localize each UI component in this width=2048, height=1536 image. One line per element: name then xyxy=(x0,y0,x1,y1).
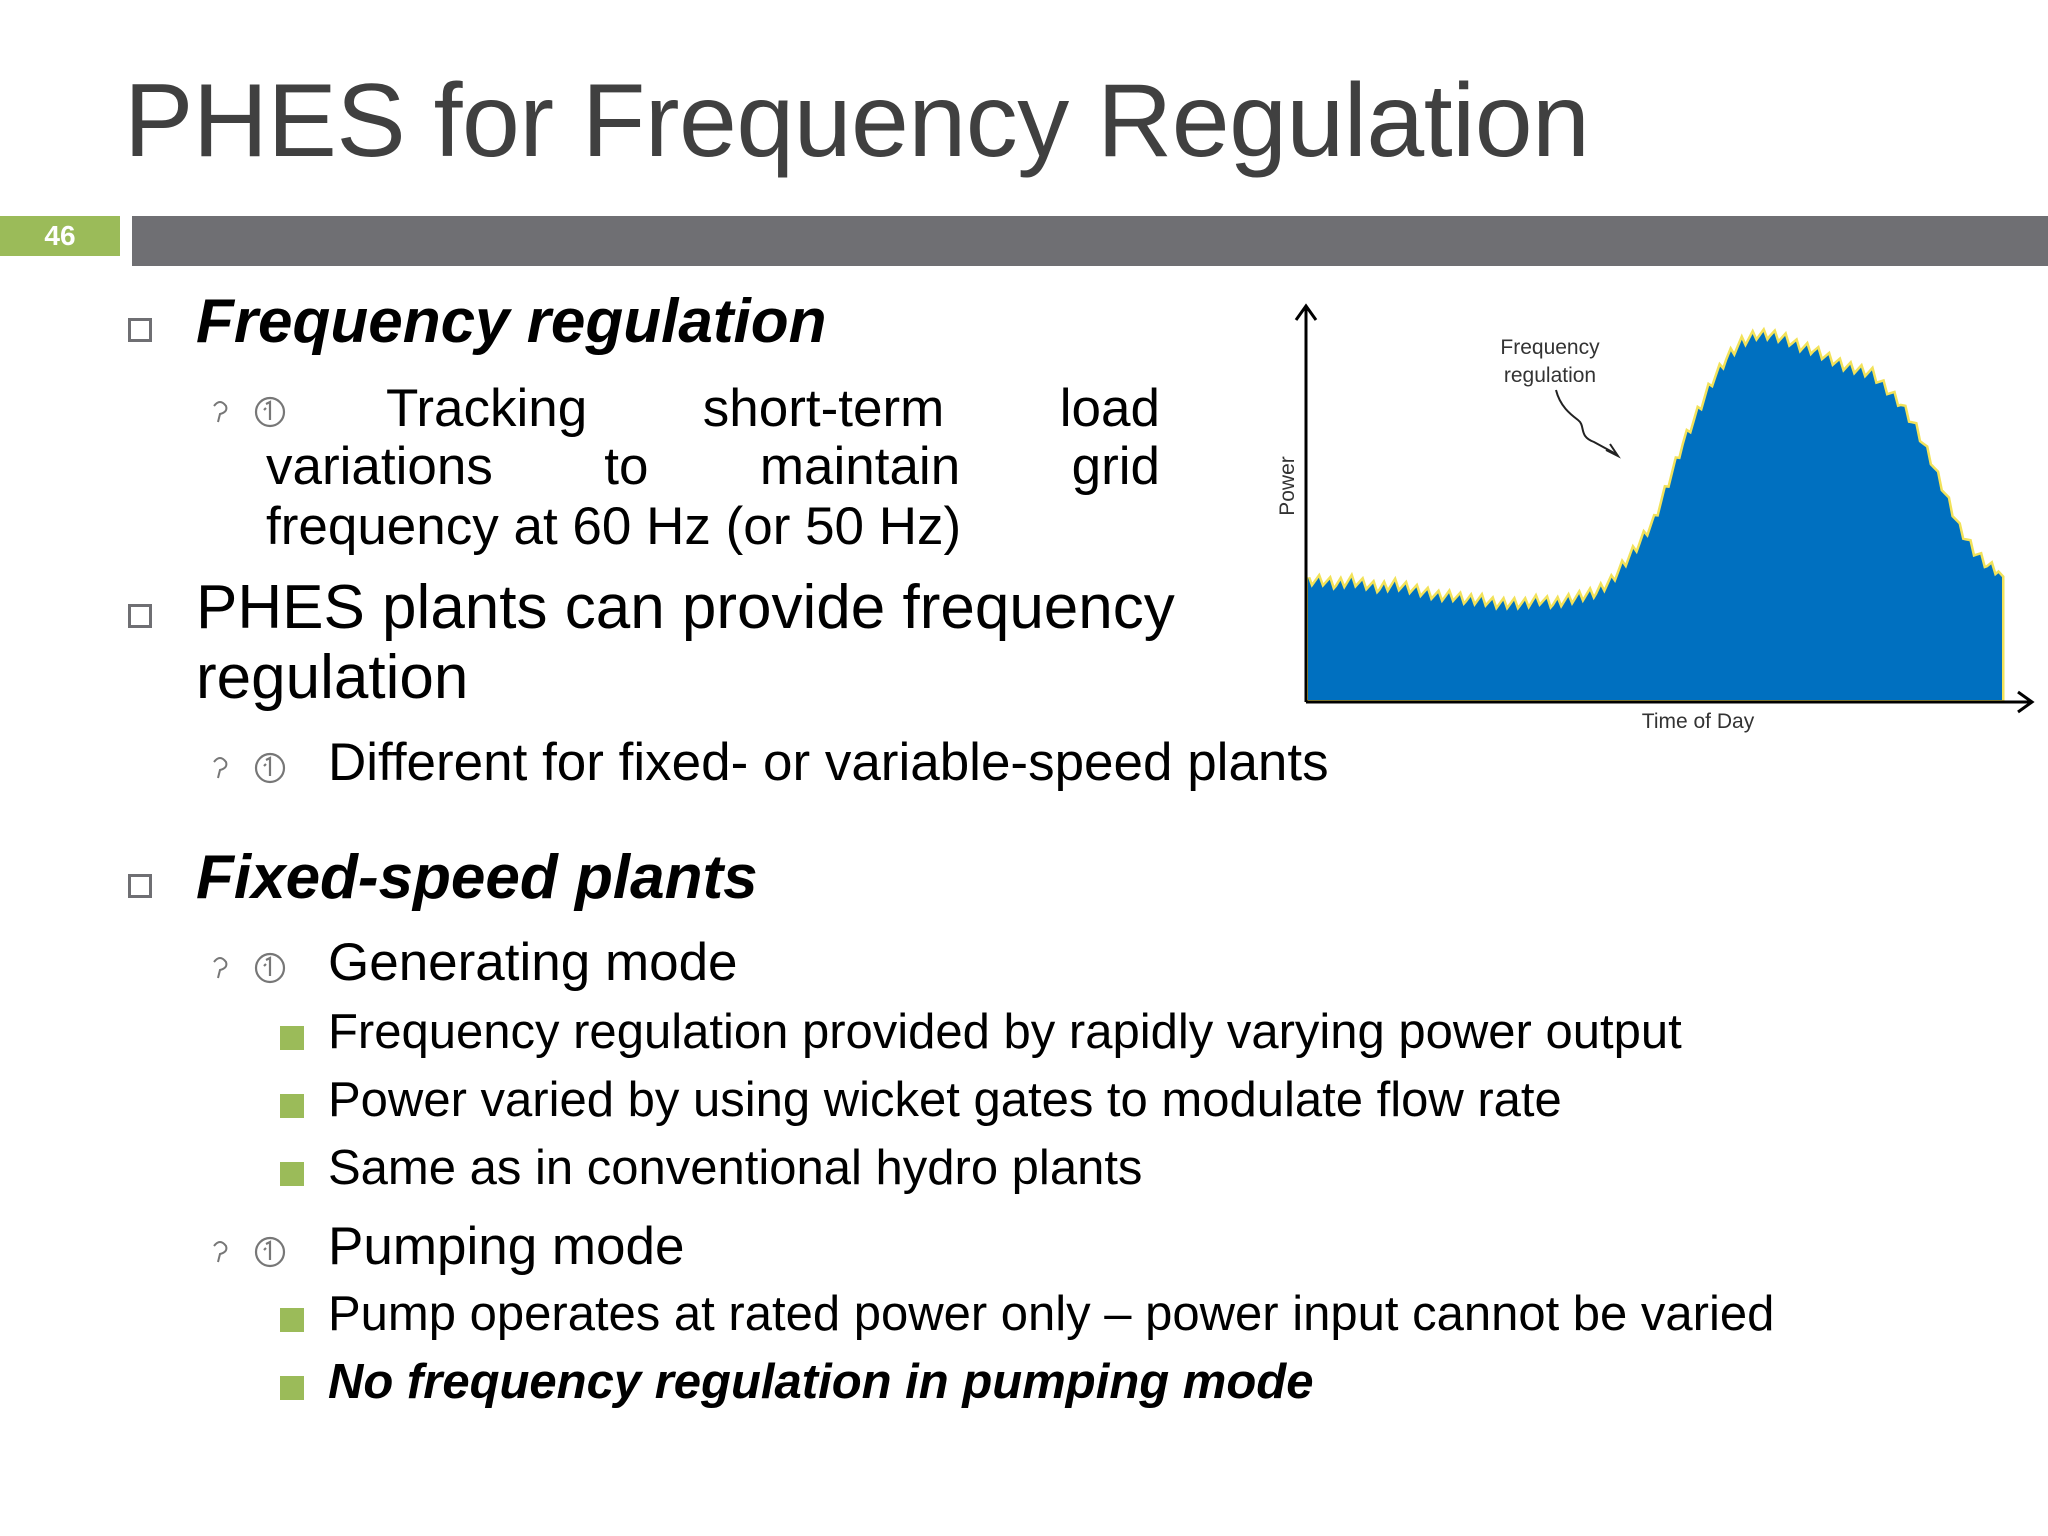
annotation-arrow xyxy=(1555,389,1617,455)
sub-bullet-line-3: frequency at 60 Hz (or 50 Hz) xyxy=(266,497,962,556)
word: maintain xyxy=(759,437,961,496)
power-vs-time-chart: Time of Day Power Frequency regulation xyxy=(1276,303,2035,733)
bullet-phes-line-2: regulation xyxy=(196,643,469,712)
sub-bullet-icon xyxy=(213,952,286,984)
word: load xyxy=(1059,379,1160,438)
bullet-heading-fixed-speed: Fixed-speed plants xyxy=(196,843,758,912)
word: grid xyxy=(1071,437,1160,496)
hollow-square-bullet-icon xyxy=(128,318,152,342)
pumping-item: Pump operates at rated power only – powe… xyxy=(328,1287,1775,1341)
sub-bullet-icon xyxy=(213,752,286,784)
generating-item: Power varied by using wicket gates to mo… xyxy=(328,1073,1562,1127)
hollow-square-bullet-icon xyxy=(128,874,152,898)
sub-bullet-pumping-mode: Pumping mode xyxy=(328,1217,685,1276)
green-square-bullet-icon xyxy=(280,1026,304,1050)
generating-item: Same as in conventional hydro plants xyxy=(328,1141,1143,1195)
y-axis-arrow-icon xyxy=(1294,303,1318,321)
green-square-bullet-icon xyxy=(280,1094,304,1118)
green-square-bullet-icon xyxy=(280,1308,304,1332)
slide-number: 46 xyxy=(0,216,120,256)
sub-bullet-fixed-variable: Different for fixed- or variable-speed p… xyxy=(328,733,1329,792)
sub-bullet-generating-mode: Generating mode xyxy=(328,933,738,992)
annotation-arrow-head-icon xyxy=(1605,443,1621,459)
chart-area-layer xyxy=(1305,326,2005,703)
word: to xyxy=(604,437,649,496)
x-axis-arrow-icon xyxy=(2017,690,2035,714)
annotation-line-1: Frequency xyxy=(1500,336,1600,359)
word: short-term xyxy=(702,379,945,438)
bullet-heading-frequency-regulation: Frequency regulation xyxy=(196,287,827,356)
page-title: PHES for Frequency Regulation xyxy=(124,63,1590,179)
sub-bullet-icon xyxy=(213,1236,286,1268)
word: Tracking xyxy=(386,379,588,438)
pumping-item: No frequency regulation in pumping mode xyxy=(328,1355,1314,1409)
bullet-phes-line-1: PHES plants can provide frequency xyxy=(196,573,1175,642)
sub-bullet-line-2: variations to maintain grid xyxy=(266,436,1160,497)
annotation-line-2: regulation xyxy=(1504,364,1596,387)
hollow-square-bullet-icon xyxy=(128,604,152,628)
power-area xyxy=(1308,332,2002,700)
sub-bullet-line-1: Tracking short-term load xyxy=(266,378,1160,439)
green-square-bullet-icon xyxy=(280,1376,304,1400)
y-axis-label: Power xyxy=(1276,456,1299,516)
green-square-bullet-icon xyxy=(280,1162,304,1186)
title-divider-bar xyxy=(132,216,2048,266)
sub-bullet-icon xyxy=(213,396,286,428)
word: variations xyxy=(266,437,493,496)
x-axis-label: Time of Day xyxy=(1642,710,1755,733)
generating-item: Frequency regulation provided by rapidly… xyxy=(328,1005,1682,1059)
